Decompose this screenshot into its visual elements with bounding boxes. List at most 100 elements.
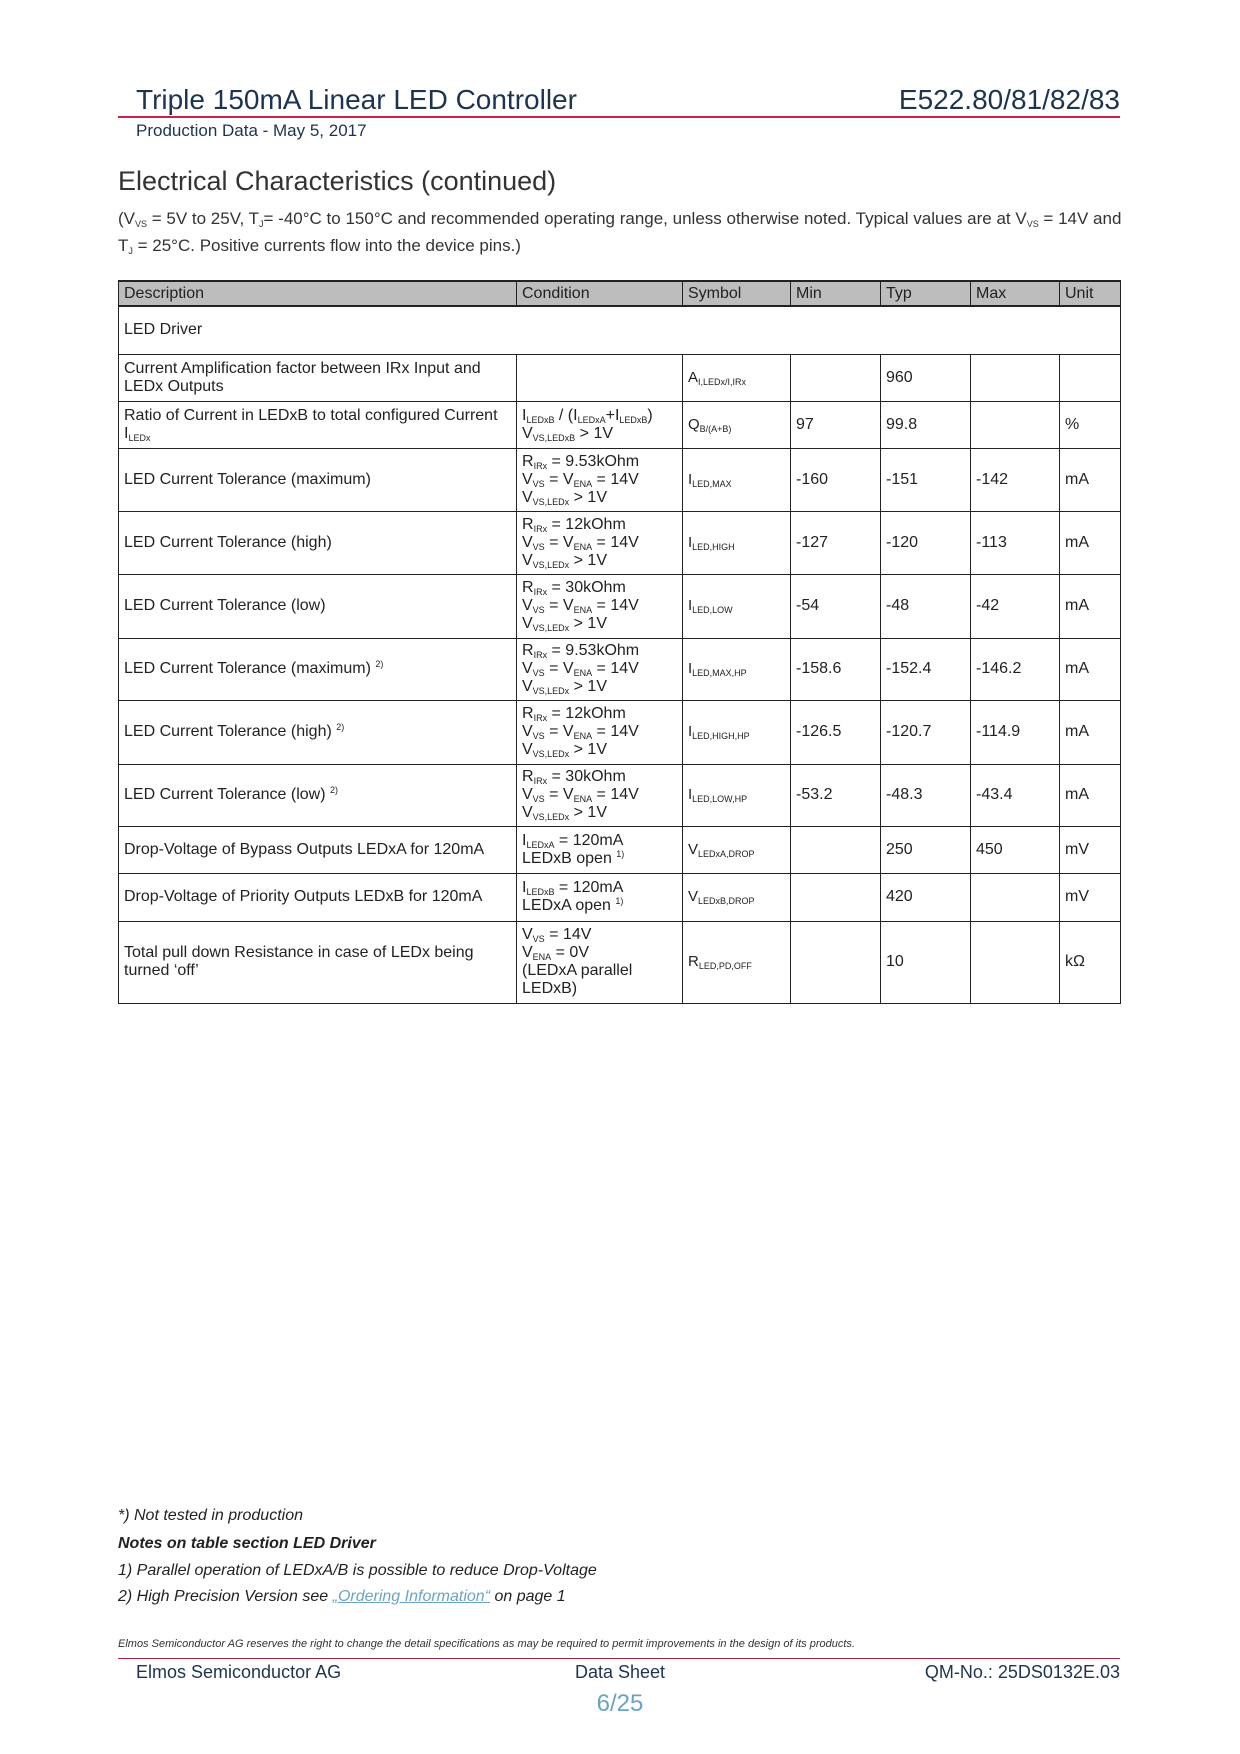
condition-line: VVS = VENA = 14V xyxy=(522,471,677,489)
text-segment: = 14V and T xyxy=(118,209,1122,255)
column-header-min: Min xyxy=(790,280,881,307)
subscript: ENA xyxy=(573,794,593,804)
cell-description: Ratio of Current in LEDxB to total confi… xyxy=(118,400,517,449)
column-header-symbol: Symbol xyxy=(682,280,791,307)
text-segment: V xyxy=(522,741,533,758)
condition-line: VVS,LEDx > 1V xyxy=(522,615,677,633)
subscript: LED,LOW xyxy=(692,605,733,615)
text-segment: = 120mA xyxy=(554,831,624,849)
text-segment: R xyxy=(522,452,534,470)
cell-unit: mA xyxy=(1059,573,1121,639)
page-number: 6/25 xyxy=(596,1690,644,1717)
notes-title-text: Notes on table section LED Driver xyxy=(118,1535,376,1552)
text-segment: I xyxy=(522,879,527,896)
text-segment: V xyxy=(522,424,533,442)
subscript: LEDxB xyxy=(619,414,648,425)
text-segment: +I xyxy=(605,406,620,424)
table-row: Drop-Voltage of Bypass Outputs LEDxA for… xyxy=(118,825,1121,874)
cell-max: -142 xyxy=(970,447,1060,512)
subscript: LEDxA xyxy=(526,839,555,850)
condition-line: VENA = 0V xyxy=(522,944,677,962)
text-segment: I xyxy=(688,533,693,551)
condition-line: ILEDxB = 120mA xyxy=(522,879,677,897)
part-numbers: E522.80/81/82/83 xyxy=(898,84,1120,115)
cell-min: -127 xyxy=(790,510,881,575)
cell-typ: 960 xyxy=(880,353,971,402)
text-segment: = 14V xyxy=(592,723,639,740)
subscript: LEDx xyxy=(128,432,151,443)
condition-line: RIRx = 12kOhm xyxy=(522,516,677,534)
cell-max xyxy=(970,353,1060,402)
cell-description: LED Current Tolerance (low) xyxy=(118,573,517,639)
ordering-information-link[interactable]: „Ordering Information“ xyxy=(332,1588,491,1605)
subscript: ENA xyxy=(573,731,593,741)
text-segment: LED Current Tolerance (maximum) xyxy=(124,660,376,677)
cell-description: Total pull down Resistance in case of LE… xyxy=(118,920,517,1004)
text-segment: V xyxy=(522,470,533,488)
footnote-ref: 2) xyxy=(336,722,345,732)
cell-symbol: AI,LEDx/I,IRx xyxy=(682,353,791,402)
text-segment: = 9.53kOhm xyxy=(547,452,640,470)
cell-symbol: ILED,MAX xyxy=(682,447,791,512)
condition-line: VVS,LEDxB > 1V xyxy=(522,425,677,443)
cell-symbol: QB/(A+B) xyxy=(682,400,791,449)
condition-line: VVS,LEDx > 1V xyxy=(522,804,677,822)
text-segment: R xyxy=(522,579,534,596)
cell-typ: -48.3 xyxy=(880,763,971,827)
cell-condition: RIRx = 12kOhm VVS = VENA = 14V VVS,LEDx > … xyxy=(516,510,683,575)
text-segment: Current Amplification factor between IRx… xyxy=(124,359,481,395)
text-segment: R xyxy=(522,515,534,533)
text-segment: Drop-Voltage of Priority Outputs LEDxB f… xyxy=(124,888,483,905)
cell-description: Drop-Voltage of Bypass Outputs LEDxA for… xyxy=(118,825,517,874)
cell-description: LED Current Tolerance (high) 2) xyxy=(118,699,517,765)
section-conditions: (VVS = 5V to 25V, TJ= -40°C to 150°C and… xyxy=(118,205,1128,259)
section-heading: Electrical Characteristics (continued) xyxy=(118,166,557,196)
condition-line: VVS,LEDx > 1V xyxy=(522,552,677,570)
cell-unit: kΩ xyxy=(1059,920,1121,1004)
cell-min xyxy=(790,872,881,922)
subscript: VS,LEDx xyxy=(532,749,570,759)
condition-line: ILEDxB / (ILEDxA+ILEDxB) xyxy=(522,407,677,425)
text-segment: = 14V xyxy=(592,786,639,803)
cell-description: LED Current Tolerance (high) xyxy=(118,510,517,575)
cell-min: -54 xyxy=(790,573,881,639)
text-segment: = V xyxy=(544,786,574,803)
subscript: LEDxA xyxy=(577,414,606,425)
text-segment: Total pull down Resistance in case of LE… xyxy=(124,944,474,979)
cell-typ: -152.4 xyxy=(880,637,971,701)
cell-min: -158.6 xyxy=(790,637,881,701)
text-segment: I xyxy=(688,470,693,488)
cell-description: Drop-Voltage of Priority Outputs LEDxB f… xyxy=(118,872,517,922)
cell-condition: VVS = 14V VENA = 0V (LEDxA parallel LEDxB) xyxy=(516,920,683,1004)
cell-description: LED Current Tolerance (maximum) 2) xyxy=(118,637,517,701)
document-subtitle: Production Data - May 5, 2017 xyxy=(136,121,367,140)
cell-min: -160 xyxy=(790,447,881,512)
cell-unit: mA xyxy=(1059,763,1121,827)
text-segment: = 25°C. Positive currents flow into the … xyxy=(132,236,521,255)
footer-qm-number: QM-No.: 25DS0132E.03 xyxy=(924,1662,1120,1682)
footnote-ref: 2) xyxy=(330,785,339,795)
condition-line: VVS = VENA = 14V xyxy=(522,660,677,678)
text-segment: V xyxy=(522,786,533,803)
text-segment: > 1V xyxy=(575,424,614,442)
text-segment: / (I xyxy=(554,406,578,424)
cell-unit: mV xyxy=(1059,872,1121,922)
cell-max: -43.4 xyxy=(970,763,1060,827)
subscript: ENA xyxy=(573,541,593,552)
condition-line: RIRx = 9.53kOhm xyxy=(522,453,677,471)
condition-line: RIRx = 12kOhm xyxy=(522,705,677,723)
condition-line: VVS,LEDx > 1V xyxy=(522,489,677,507)
subscript: LEDxB,DROP xyxy=(698,896,755,906)
text-segment: I xyxy=(688,723,693,740)
table-header-row: Description Condition Symbol Min Typ Max Unit xyxy=(118,280,1121,307)
text-segment: = V xyxy=(544,470,574,488)
footer-company: Elmos Semiconductor AG xyxy=(136,1662,342,1682)
text-segment: LED Current Tolerance (low) xyxy=(124,786,331,803)
table-row: LED Current Tolerance (high) 2) RIRx = 12… xyxy=(118,699,1121,765)
cell-min xyxy=(790,353,881,402)
text-segment: V xyxy=(522,723,533,740)
table-row: LED Current Tolerance (high) RIRx = 12kOh… xyxy=(118,510,1121,575)
column-header-max: Max xyxy=(970,280,1060,307)
disclaimer: Elmos Semiconductor AG reserves the righ… xyxy=(118,1638,855,1650)
text-segment: Drop-Voltage of Bypass Outputs LEDxA for… xyxy=(124,840,485,858)
